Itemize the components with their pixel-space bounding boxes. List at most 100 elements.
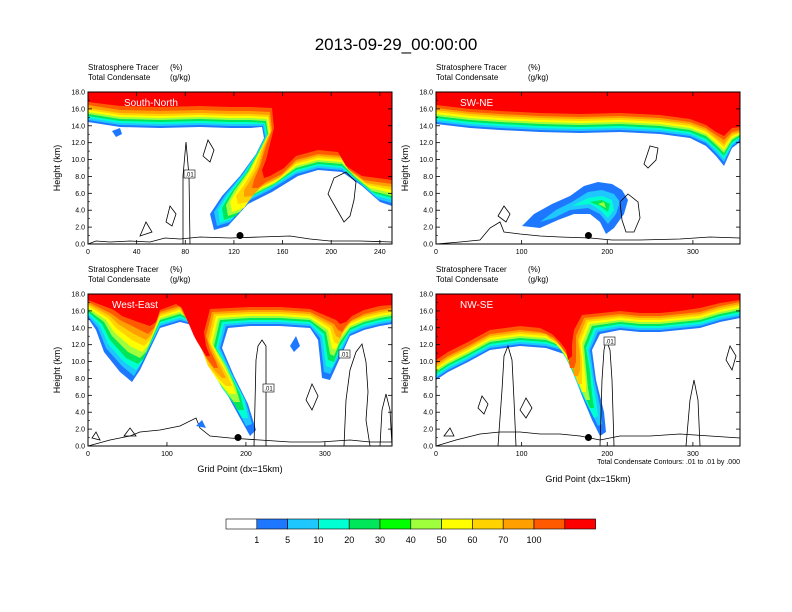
panel-1-xtick-label: 80 [181, 249, 189, 256]
colorbar-label: 10 [313, 535, 323, 545]
colorbar-swatch [472, 518, 504, 530]
panel-2-ytick-label: 0.0 [423, 242, 433, 249]
panel-2-right-string-1: (%) [528, 63, 541, 72]
panel-1-left-string-1: Stratosphere Tracer [88, 63, 159, 72]
panel-1-right-string-2: (g/kg) [170, 73, 191, 82]
panel-3-field [88, 294, 392, 446]
panel-1-xtick-label: 240 [374, 249, 386, 256]
panel-1-ytick-label: 14.0 [71, 123, 85, 130]
panel-4-right-string-1: (%) [528, 265, 541, 274]
panel-3-title: West-East [112, 300, 158, 311]
panel-west-east: Stratosphere Tracer (%) Total Condensate… [52, 265, 393, 474]
panel-nw-se: Stratosphere Tracer (%) Total Condensate… [400, 265, 741, 484]
panel-3-axes: 0.0 2.0 4.0 6.0 8.0 10.0 12.0 14.0 16.0 18.0 0 100 2… [71, 292, 392, 458]
panel-2-location-marker [584, 232, 592, 240]
panel-1-axes: 0.0 2.0 4.0 6.0 8.0 10.0 12.0 14.0 16.0 18.0 0 40 80… [71, 90, 392, 256]
colorbar-swatch [348, 518, 381, 530]
panel-4-title: NW-SE [460, 300, 493, 311]
panel-4-ytick-label: 0.0 [423, 444, 433, 451]
panel-1-contour-label: .01 [185, 173, 194, 179]
colorbar-swatch [410, 518, 442, 530]
colorbar-label: 1 [254, 535, 259, 545]
panel-2-ytick-label: 2.0 [423, 225, 433, 232]
colorbar-swatch [502, 518, 535, 530]
panel-4-ytick-label: 12.0 [419, 342, 433, 349]
panel-3-right-string-1: (%) [170, 265, 183, 274]
panel-3-contour-label: .01 [264, 387, 273, 393]
colorbar-label: 40 [406, 535, 416, 545]
colorbar-label: 20 [344, 535, 354, 545]
panel-4-field [436, 294, 740, 446]
panel-4-xtick-label: 300 [687, 451, 699, 458]
panel-4-xtick-label: 0 [434, 451, 438, 458]
panel-4-xlabel: Grid Point (dx=15km) [545, 474, 630, 484]
panel-1-ylabel: Height (km) [52, 145, 62, 192]
panel-3-xtick-label: 100 [161, 451, 173, 458]
panel-3-ytick-label: 18.0 [71, 292, 85, 299]
panel-3-ytick-label: 10.0 [71, 359, 85, 366]
panel-south-north: Stratosphere Tracer (%) Total Condensate… [52, 63, 393, 256]
panel-1-xtick-label: 120 [228, 249, 240, 256]
colorbar-swatch [533, 518, 566, 530]
colorbar-swatch [256, 518, 288, 530]
panel-3-xlabel: Grid Point (dx=15km) [197, 464, 282, 474]
colorbar-swatch [379, 518, 412, 530]
panel-4-location-marker [584, 434, 592, 442]
panel-3-ytick-label: 16.0 [71, 308, 85, 315]
panel-1-ytick-label: 16.0 [71, 106, 85, 113]
panel-1-title: South-North [124, 98, 178, 109]
colorbar-label: 70 [498, 535, 508, 545]
panel-4-axes: 0.0 2.0 4.0 6.0 8.0 10.0 12.0 14.0 16.0 18.0 0 100 2… [419, 292, 740, 458]
panel-4-ytick-label: 6.0 [423, 393, 433, 400]
colorbar: 1 5 10 20 30 40 50 60 70 100 [225, 518, 596, 545]
figure-title: 2013-09-29_00:00:00 [315, 35, 478, 54]
panel-1-ytick-label: 2.0 [75, 225, 85, 232]
panel-2-ytick-label: 14.0 [419, 123, 433, 130]
panel-2-title: SW-NE [460, 98, 493, 109]
panel-4-ytick-label: 18.0 [419, 292, 433, 299]
panel-1-ytick-label: 18.0 [71, 90, 85, 97]
panel-1-xtick-label: 200 [325, 249, 337, 256]
panel-3-ytick-label: 12.0 [71, 342, 85, 349]
panel-4-ytick-label: 16.0 [419, 308, 433, 315]
panel-3-ytick-label: 0.0 [75, 444, 85, 451]
panel-4-ytick-label: 10.0 [419, 359, 433, 366]
panel-3-contour-label-2: .01 [340, 353, 349, 359]
panel-4-ytick-label: 8.0 [423, 376, 433, 383]
panel-2-xtick-label: 200 [601, 249, 613, 256]
panel-2-ytick-label: 16.0 [419, 106, 433, 113]
panel-1-right-string-1: (%) [170, 63, 183, 72]
panel-4-left-string-2: Total Condensate [436, 275, 499, 284]
panel-1-xtick-label: 0 [86, 249, 90, 256]
panel-3-ylabel: Height (km) [52, 347, 62, 394]
panel-4-right-string-2: (g/kg) [528, 275, 549, 284]
panel-3-ytick-label: 6.0 [75, 393, 85, 400]
colorbar-label: 100 [526, 535, 541, 545]
colorbar-label: 60 [467, 535, 477, 545]
panel-3-left-string-1: Stratosphere Tracer [88, 265, 159, 274]
colorbar-swatch [441, 518, 473, 530]
colorbar-label: 30 [375, 535, 385, 545]
panel-4-contour-label: .01 [605, 340, 614, 346]
panel-3-ytick-label: 4.0 [75, 410, 85, 417]
panel-1-ytick-label: 0.0 [75, 242, 85, 249]
panel-1-ytick-label: 4.0 [75, 208, 85, 215]
panel-4-ytick-label: 2.0 [423, 427, 433, 434]
panel-3-location-marker [234, 434, 242, 442]
panel-4-xtick-label: 100 [516, 451, 528, 458]
panel-2-xtick-label: 0 [434, 249, 438, 256]
panel-2-field [436, 92, 740, 244]
panel-2-ytick-label: 18.0 [419, 90, 433, 97]
panel-2-axes: 0.0 2.0 4.0 6.0 8.0 10.0 12.0 14.0 16.0 18.0 0 100 2… [419, 90, 740, 256]
panel-1-ytick-label: 6.0 [75, 191, 85, 198]
colorbar-swatch [225, 518, 258, 530]
panel-2-ytick-label: 6.0 [423, 191, 433, 198]
panel-1-left-string-2: Total Condensate [88, 73, 151, 82]
panel-2-left-string-2: Total Condensate [436, 73, 499, 82]
panel-1-xtick-label: 160 [277, 249, 289, 256]
panel-sw-ne: Stratosphere Tracer (%) Total Condensate… [400, 63, 741, 256]
panel-4-xtick-label: 200 [601, 451, 613, 458]
panel-2-xtick-label: 100 [516, 249, 528, 256]
panel-1-ytick-label: 8.0 [75, 174, 85, 181]
